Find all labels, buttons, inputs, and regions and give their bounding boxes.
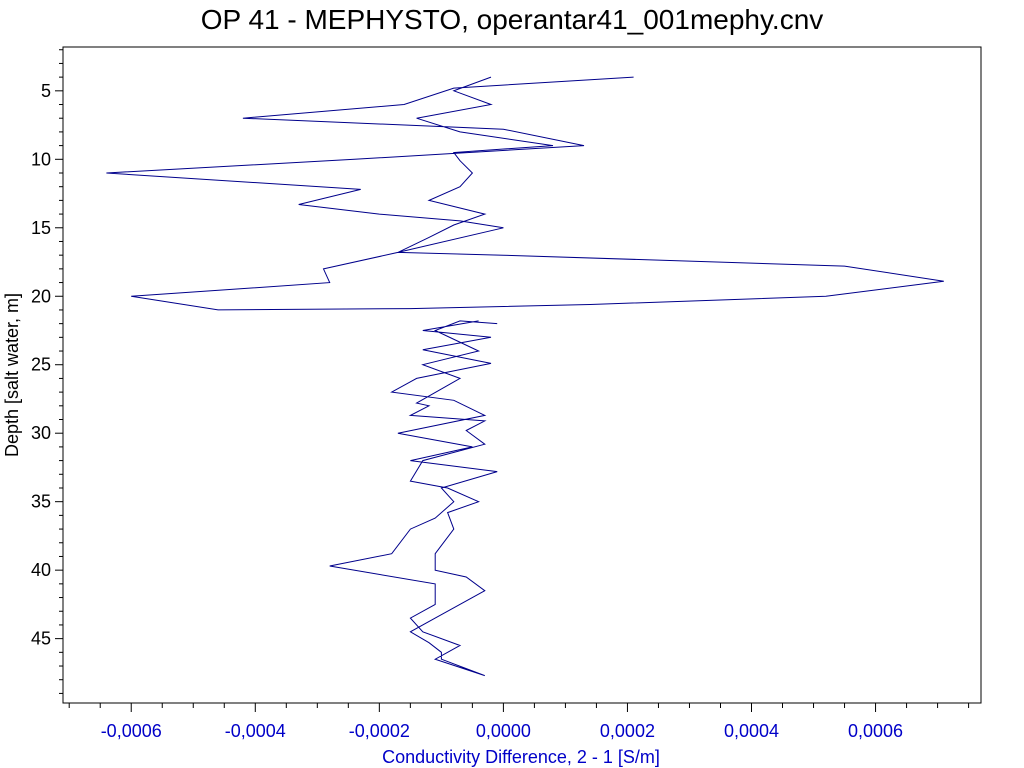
y-axis-label: Depth [salt water, m] <box>2 293 22 457</box>
x-axis: -0,0006 -0,0004 -0,0002 0,0000 0,0002 0,0004 0… <box>68 703 970 741</box>
y-tick-label: 45 <box>31 629 51 649</box>
x-axis-label: Conductivity Difference, 2 - 1 [S/m] <box>382 747 660 767</box>
plot-frame <box>62 46 982 704</box>
x-tick-label: 0,0000 <box>476 721 531 741</box>
x-tick-label: 0,0006 <box>848 721 903 741</box>
series-line-2 <box>329 320 498 677</box>
x-tick-label: 0,0002 <box>600 721 655 741</box>
y-tick-label: 25 <box>31 355 51 375</box>
y-tick-label: 35 <box>31 492 51 512</box>
y-tick-label: 5 <box>41 81 51 101</box>
x-tick-label: -0,0006 <box>101 721 162 741</box>
x-tick-label: -0,0002 <box>349 721 410 741</box>
x-tick-label: -0,0004 <box>225 721 286 741</box>
chart-title: OP 41 - MEPHYSTO, operantar41_001mephy.c… <box>201 4 824 35</box>
y-axis: 5 10 15 20 25 30 35 40 45 <box>31 49 63 694</box>
y-tick-label: 15 <box>31 218 51 238</box>
y-tick-label: 10 <box>31 149 51 169</box>
y-tick-label: 30 <box>31 423 51 443</box>
series-line-1 <box>106 76 944 311</box>
series-layer <box>106 76 944 677</box>
y-tick-label: 40 <box>31 560 51 580</box>
x-tick-label: 0,0004 <box>724 721 779 741</box>
y-tick-label: 20 <box>31 286 51 306</box>
